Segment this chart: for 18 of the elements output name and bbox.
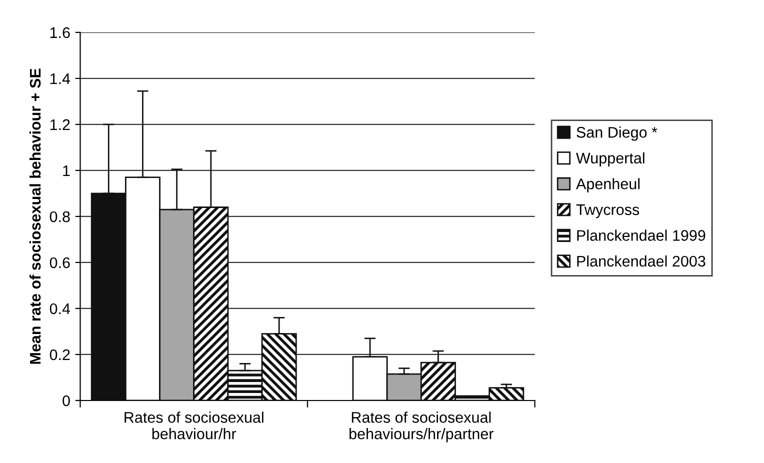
y-tick-label: 0.8 (50, 211, 70, 222)
legend-label: Planckendael 2003 (577, 255, 706, 267)
y-tick-label: 1.6 (50, 27, 70, 38)
y-tick-label: 0.2 (50, 349, 70, 360)
legend-label: Wuppertal (576, 152, 644, 167)
y-tick-label: 0.6 (50, 257, 70, 268)
y-tick-label: 1.4 (50, 73, 70, 84)
x-tick-label: Rates of sociosexual behaviours/hr/partner (350, 412, 494, 442)
y-tick-label: 0 (62, 395, 70, 406)
legend-label: Apenheul (576, 178, 640, 192)
y-tick-label: 0.4 (50, 303, 70, 314)
legend-label: Twycross (576, 204, 640, 218)
x-tick-label: Rates of sociosexual behaviour/hr (124, 412, 264, 440)
legend-label: San Diego * (576, 126, 658, 141)
y-tick-label: 1 (63, 165, 70, 176)
y-axis-title: Mean rate of sociosexual behaviour + SE (29, 68, 41, 364)
legend-label: Planckendael 1999 (577, 230, 706, 241)
y-tick-label: 1.2 (50, 119, 70, 130)
